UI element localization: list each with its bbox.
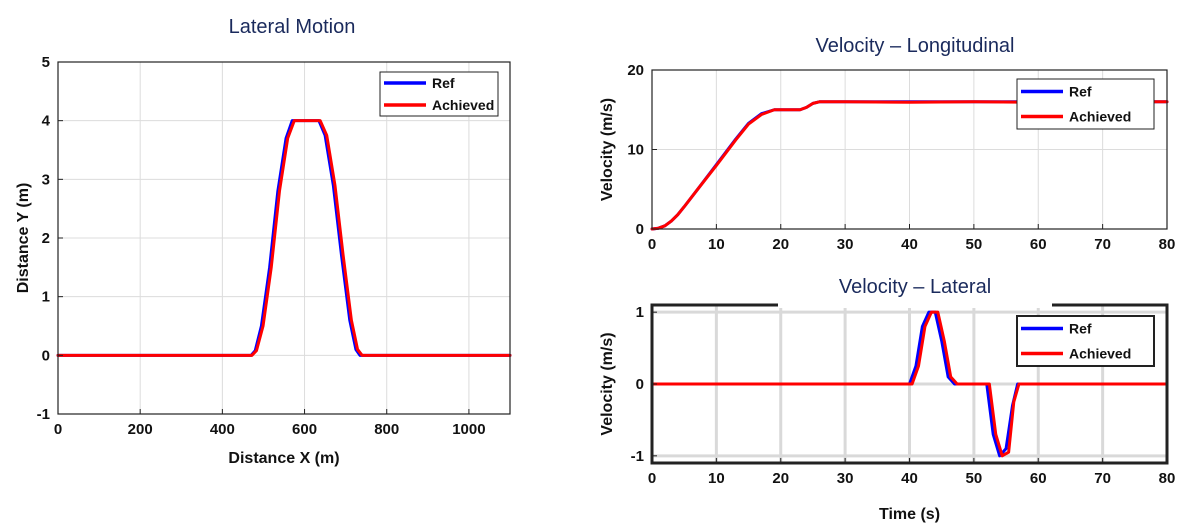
tick-label-x: 30 [837, 470, 854, 487]
legend: Ref Achieved [1016, 78, 1155, 130]
tick-label-x: 80 [1159, 236, 1176, 253]
legend-box [1016, 78, 1155, 130]
x-axis-label: Time (s) [879, 506, 940, 523]
legend-label-achieved: Achieved [1069, 346, 1131, 362]
tick-label-y: 4 [42, 113, 51, 130]
legend-label-achieved: Achieved [1069, 109, 1131, 125]
tick-label-y: 1 [42, 289, 50, 306]
tick-label-y: 0 [636, 221, 644, 238]
tick-label-x: 400 [210, 421, 235, 438]
tick-label-y: 2 [42, 230, 50, 247]
tick-label-x: 70 [1094, 470, 1111, 487]
tick-label-x: 600 [292, 421, 317, 438]
chart-velocity_longitudinal: 0 10 20 30 40 50 60 70 80 0 10 20 Velocity – Longitu… [599, 35, 1175, 253]
tick-label-x: 20 [772, 470, 789, 487]
tick-label-x: 40 [901, 470, 918, 487]
chart-title: Lateral Motion [229, 16, 356, 38]
tick-label-x: 0 [54, 421, 62, 438]
tick-label-x: 800 [374, 421, 399, 438]
title-gap [778, 302, 1052, 308]
legend-label-ref: Ref [1069, 84, 1092, 100]
legend-box [379, 71, 499, 117]
legend-label-ref: Ref [432, 75, 455, 91]
legend: Ref Achieved [379, 71, 499, 117]
tick-label-y: 1 [636, 304, 644, 321]
x-axis-label: Distance X (m) [228, 450, 339, 467]
tick-label-y: -1 [37, 406, 50, 423]
legend-box [1016, 315, 1155, 367]
y-axis-label: Velocity (m/s) [599, 98, 616, 201]
series-line-ref [650, 310, 1169, 458]
tick-label-x: 0 [648, 236, 656, 253]
tick-label-y: 3 [42, 171, 50, 188]
tick-label-x: 60 [1030, 236, 1047, 253]
tick-label-x: 60 [1030, 470, 1047, 487]
tick-label-y: 0 [636, 376, 644, 393]
tick-label-y: 20 [627, 62, 644, 79]
tick-label-x: 10 [708, 470, 725, 487]
legend-label-ref: Ref [1069, 321, 1092, 337]
tick-label-x: 0 [648, 470, 656, 487]
series-line-achieved [650, 310, 1169, 458]
tick-label-x: 30 [837, 236, 854, 253]
legend: Ref Achieved [1016, 315, 1155, 367]
tick-label-x: 40 [901, 236, 918, 253]
tick-label-x: 50 [966, 470, 983, 487]
y-axis-label: Distance Y (m) [15, 183, 32, 294]
tick-label-y: 0 [42, 347, 50, 364]
tick-label-y: 10 [627, 142, 644, 159]
legend-label-achieved: Achieved [432, 97, 494, 113]
tick-label-x: 70 [1094, 236, 1111, 253]
y-axis-label: Velocity (m/s) [599, 332, 616, 435]
tick-label-x: 50 [966, 236, 983, 253]
tick-label-x: 200 [128, 421, 153, 438]
tick-label-x: 80 [1159, 470, 1176, 487]
tick-label-x: 1000 [452, 421, 485, 438]
series-line-achieved [56, 119, 512, 357]
tick-label-y: 5 [42, 54, 50, 71]
series-line-achieved [650, 100, 1169, 231]
tick-label-x: 20 [772, 236, 789, 253]
chart-title: Velocity – Lateral [839, 276, 991, 298]
chart-title: Velocity – Longitudinal [815, 35, 1014, 57]
tick-label-y: -1 [631, 448, 644, 465]
tick-label-x: 10 [708, 236, 725, 253]
